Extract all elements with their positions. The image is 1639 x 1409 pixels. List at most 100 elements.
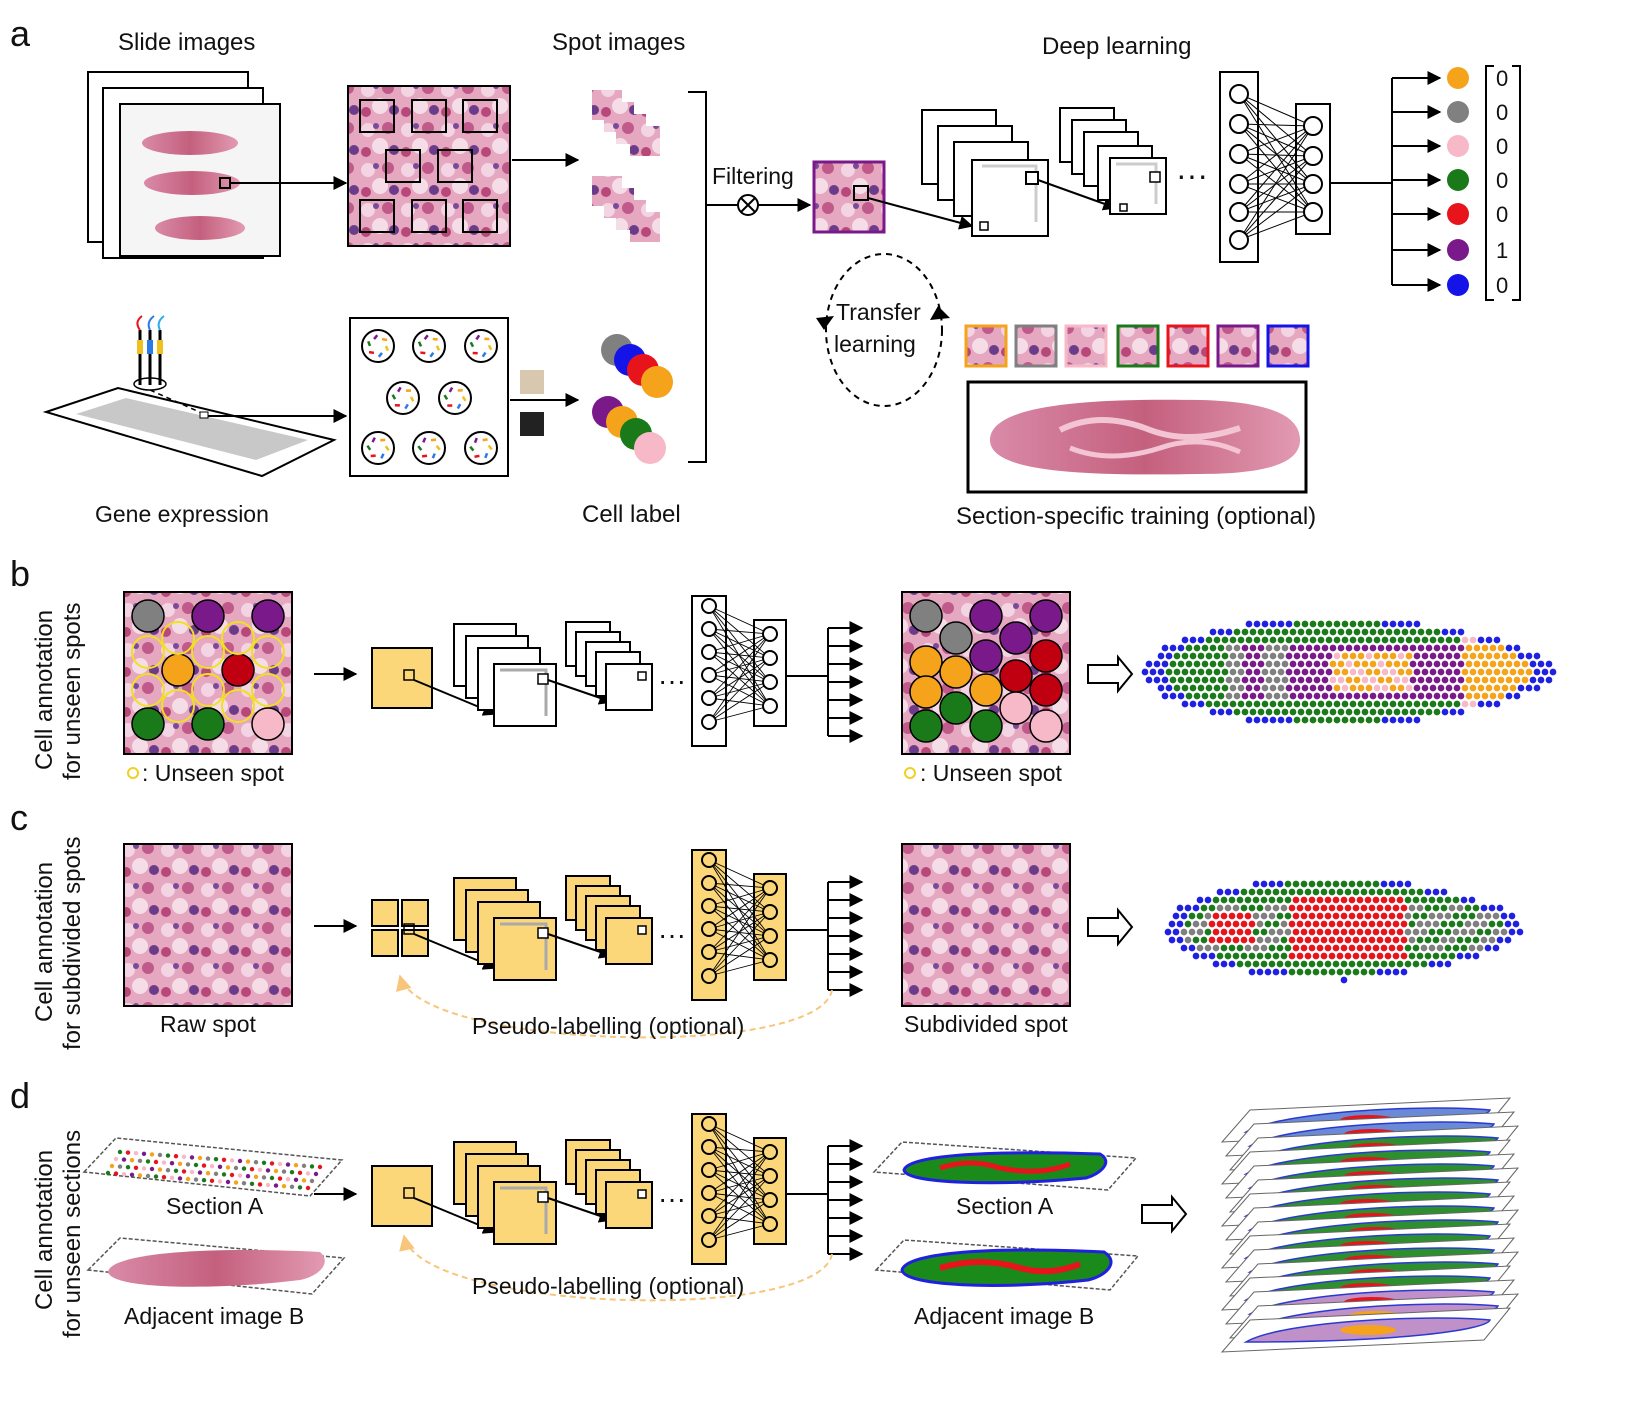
map-dot bbox=[1476, 912, 1484, 920]
map-dot bbox=[1196, 944, 1204, 952]
map-dot bbox=[1389, 636, 1397, 644]
map-dot bbox=[1440, 936, 1448, 944]
section-dot bbox=[105, 1170, 111, 1176]
map-dot bbox=[1209, 660, 1217, 668]
map-dot bbox=[1392, 888, 1400, 896]
map-dot bbox=[1373, 652, 1381, 660]
map-dot bbox=[1412, 944, 1420, 952]
map-dot bbox=[1508, 928, 1516, 936]
map-dot bbox=[1249, 708, 1257, 716]
map-dot bbox=[1244, 896, 1252, 904]
map-dot bbox=[1336, 920, 1344, 928]
map-dot bbox=[1265, 660, 1273, 668]
map-dot bbox=[1253, 668, 1261, 676]
map-dot bbox=[1380, 880, 1388, 888]
map-dot bbox=[1305, 628, 1313, 636]
map-dot bbox=[1361, 692, 1369, 700]
gene-read bbox=[409, 396, 415, 402]
section-patch bbox=[1116, 324, 1160, 368]
map-dot bbox=[1492, 912, 1500, 920]
map-dot bbox=[1457, 708, 1465, 716]
spatial-map-b bbox=[1141, 620, 1557, 724]
map-dot bbox=[1204, 928, 1212, 936]
adjacent-image-input bbox=[86, 1237, 346, 1295]
section-dot bbox=[113, 1171, 119, 1176]
map-dot bbox=[1365, 620, 1373, 628]
map-dot bbox=[1340, 912, 1348, 920]
map-dot bbox=[1260, 912, 1268, 920]
labeled-spot bbox=[191, 707, 225, 741]
raw-spot-input bbox=[123, 843, 293, 1007]
map-dot bbox=[1445, 700, 1453, 708]
map-dot bbox=[1176, 920, 1184, 928]
map-dot bbox=[1380, 896, 1388, 904]
map-dot bbox=[1289, 660, 1297, 668]
sub-patch bbox=[371, 929, 399, 957]
map-dot bbox=[1425, 628, 1433, 636]
map-dot bbox=[1388, 928, 1396, 936]
map-dot bbox=[1396, 896, 1404, 904]
map-dot bbox=[1265, 676, 1273, 684]
predicted-spot bbox=[1029, 599, 1063, 633]
gene-read bbox=[397, 386, 402, 393]
map-dot bbox=[1369, 644, 1377, 652]
neuron bbox=[701, 690, 717, 706]
neuron bbox=[701, 921, 717, 937]
map-dot bbox=[1316, 944, 1324, 952]
map-dot bbox=[1180, 928, 1188, 936]
map-dot bbox=[1228, 960, 1236, 968]
map-dot bbox=[1320, 904, 1328, 912]
map-dot bbox=[1444, 944, 1452, 952]
map-dot bbox=[1545, 660, 1553, 668]
map-dot bbox=[1252, 960, 1260, 968]
map-dot bbox=[1272, 968, 1280, 976]
map-dot bbox=[1449, 708, 1457, 716]
map-dot bbox=[1429, 668, 1437, 676]
map-dot bbox=[1220, 944, 1228, 952]
map-dot bbox=[1292, 960, 1300, 968]
map-dot bbox=[1265, 692, 1273, 700]
map-dot bbox=[1497, 692, 1505, 700]
neuron bbox=[1229, 84, 1249, 104]
map-dot bbox=[1337, 660, 1345, 668]
map-dot bbox=[1517, 684, 1525, 692]
map-dot bbox=[1249, 660, 1257, 668]
gene-read bbox=[469, 445, 475, 452]
map-dot bbox=[1464, 936, 1472, 944]
section-training-label: Section-specific training (optional) bbox=[956, 503, 1316, 530]
sub-patch bbox=[371, 899, 399, 927]
map-dot bbox=[1184, 936, 1192, 944]
map-dot bbox=[1264, 904, 1272, 912]
map-dot bbox=[1233, 628, 1241, 636]
map-dot bbox=[1292, 928, 1300, 936]
map-dot bbox=[1188, 928, 1196, 936]
gene-read bbox=[384, 445, 390, 451]
map-dot bbox=[1457, 692, 1465, 700]
map-dot bbox=[1252, 928, 1260, 936]
map-dot bbox=[1388, 960, 1396, 968]
map-dot bbox=[1429, 636, 1437, 644]
predicted-spot bbox=[969, 673, 1003, 707]
connection bbox=[1238, 125, 1314, 155]
map-dot bbox=[1312, 920, 1320, 928]
filtering-label: Filtering bbox=[712, 163, 794, 189]
map-dot bbox=[1285, 620, 1293, 628]
neuron bbox=[762, 674, 778, 690]
gene-read bbox=[417, 445, 423, 451]
map-dot bbox=[1229, 700, 1237, 708]
map-dot bbox=[1357, 716, 1365, 724]
map-dot bbox=[1421, 636, 1429, 644]
neuron bbox=[1303, 174, 1323, 194]
map-dot bbox=[1464, 920, 1472, 928]
map-dot bbox=[1173, 668, 1181, 676]
map-dot bbox=[1404, 912, 1412, 920]
map-dot bbox=[1316, 928, 1324, 936]
map-dot bbox=[1472, 936, 1480, 944]
map-dot bbox=[1432, 936, 1440, 944]
kernel bbox=[403, 669, 415, 681]
map-dot bbox=[1469, 700, 1477, 708]
map-dot bbox=[1364, 880, 1372, 888]
section-dot bbox=[229, 1158, 235, 1163]
map-dot bbox=[1297, 628, 1305, 636]
predicted-spot bbox=[999, 691, 1033, 725]
